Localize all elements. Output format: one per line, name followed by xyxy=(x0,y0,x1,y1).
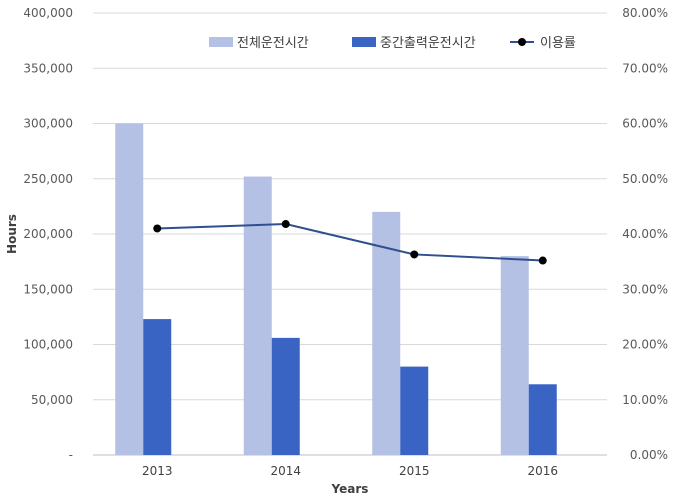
legend-marker xyxy=(518,38,526,46)
utilization-line xyxy=(157,223,543,262)
y2-tick-label: 60.00% xyxy=(622,117,668,131)
bar-2015-mid xyxy=(400,366,429,455)
bar-2014-mid xyxy=(271,337,300,455)
y-tick-label: 50,000 xyxy=(31,393,73,407)
y2-tick-label: 0.00% xyxy=(630,448,668,462)
bar-2015-total xyxy=(372,211,401,455)
y-tick-label: 200,000 xyxy=(23,227,73,241)
y-tick-label: 250,000 xyxy=(23,172,73,186)
y-tick-label: - xyxy=(69,448,73,462)
bar-2013-total xyxy=(115,123,144,455)
legend-swatch xyxy=(209,37,233,47)
legend-label: 중간출력운전시간 xyxy=(380,36,476,51)
y-tick-label: 100,000 xyxy=(23,338,73,352)
bar-2016-mid xyxy=(528,384,557,455)
line-point-2015 xyxy=(410,250,419,259)
y2-tick-label: 20.00% xyxy=(622,338,668,352)
bar-2014-total xyxy=(243,176,272,456)
x-tick-label: 2013 xyxy=(142,464,173,478)
y-tick-label: 150,000 xyxy=(23,282,73,296)
y-tick-label: 300,000 xyxy=(23,117,73,131)
bar-2013-mid xyxy=(143,319,172,455)
y-tick-label: 400,000 xyxy=(23,6,73,20)
y2-tick-label: 50.00% xyxy=(622,172,668,186)
legend-label: 이용률 xyxy=(540,36,576,51)
x-tick-label: 2015 xyxy=(399,464,430,478)
y2-tick-label: 40.00% xyxy=(622,227,668,241)
y-tick-label: 350,000 xyxy=(23,61,73,75)
y2-tick-label: 70.00% xyxy=(622,61,668,75)
x-tick-label: 2016 xyxy=(527,464,558,478)
legend-swatch xyxy=(352,37,376,47)
line-point-2016 xyxy=(538,256,547,265)
bar-2016-total xyxy=(500,256,529,455)
y2-tick-label: 10.00% xyxy=(622,393,668,407)
y2-tick-label: 80.00% xyxy=(622,6,668,20)
y-axis-title: Hours xyxy=(5,214,19,254)
line-point-2014 xyxy=(281,220,290,229)
line-point-2013 xyxy=(153,224,162,233)
x-tick-label: 2014 xyxy=(270,464,301,478)
y2-tick-label: 30.00% xyxy=(622,282,668,296)
x-axis-title: Years xyxy=(331,482,369,496)
legend-label: 전체운전시간 xyxy=(237,36,309,51)
